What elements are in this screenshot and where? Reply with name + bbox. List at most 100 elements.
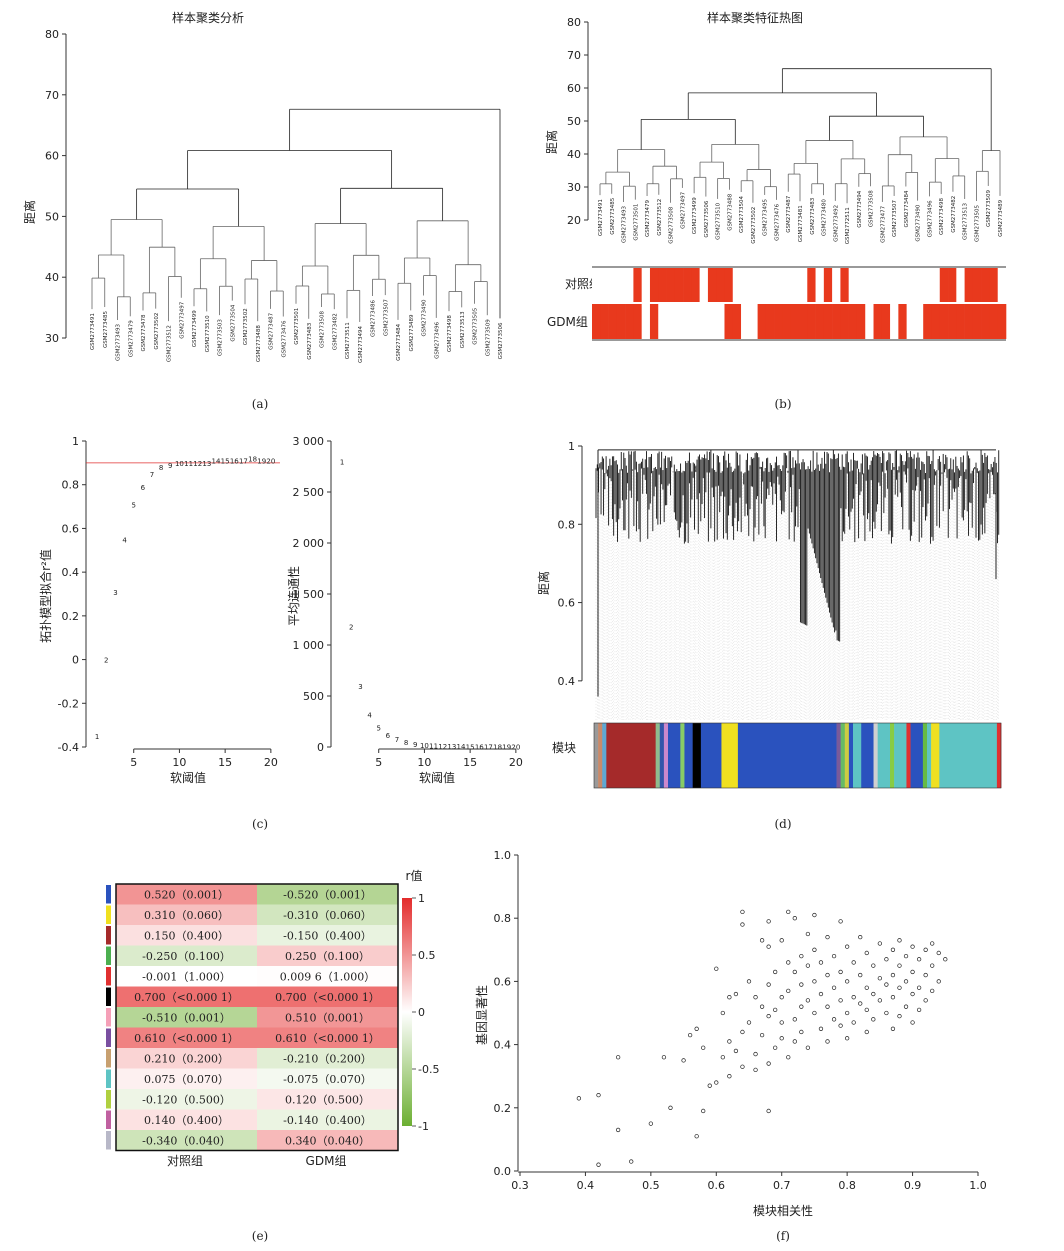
heat-cell-control	[741, 268, 750, 302]
scatter-point	[851, 960, 856, 965]
module-color-swatch	[106, 1028, 111, 1047]
x-tick-label: 0.9	[904, 1179, 922, 1192]
point-label: 19	[257, 458, 266, 466]
scatter-point	[733, 991, 739, 997]
point-label: 12	[193, 460, 202, 468]
heat-cell	[116, 904, 257, 925]
scatter-point	[838, 919, 843, 924]
heat-cell-gdm	[633, 304, 642, 339]
scatter-point	[596, 1162, 601, 1167]
heat-cell-control	[649, 268, 659, 302]
scatter-point	[877, 976, 883, 981]
heat-cell	[116, 1048, 257, 1069]
heat-cell	[257, 986, 398, 1007]
panel-e-heatmap: 0.520（0.001） -0.520（0.001） 0.310（0.060） -0.…	[106, 883, 399, 1152]
heat-cell-gdm	[881, 304, 891, 339]
leaf-label: GSM2773510	[205, 315, 211, 352]
heat-cell-control	[608, 268, 618, 302]
module-segment	[700, 723, 722, 788]
heat-cell	[257, 1027, 398, 1048]
scatter-point	[812, 947, 817, 952]
heat-cell-control	[914, 268, 924, 302]
heat-cell	[116, 1068, 257, 1089]
scatter-point	[858, 1001, 863, 1006]
leaf-label: GSM2773476	[281, 320, 287, 357]
scatter-point	[916, 985, 922, 990]
heat-cell-text: -0.001（1.000）	[142, 970, 231, 983]
scatter-point	[851, 995, 856, 1000]
leaf-label: GSM2773509	[986, 189, 992, 226]
heat-cell-gdm	[699, 304, 709, 339]
heat-cell-control	[592, 268, 601, 302]
scatter-point	[759, 1032, 765, 1038]
heat-cell-text: -0.340（0.040）	[142, 1134, 231, 1147]
scatter-point	[707, 1083, 712, 1088]
colorbar-tick-label: 0	[418, 1006, 425, 1019]
leaf-label: GSM2773502	[154, 313, 160, 350]
heat-cell-gdm	[774, 304, 783, 339]
scatter-point	[746, 979, 752, 984]
scatter-point	[864, 985, 869, 990]
point-label: 6	[386, 732, 391, 740]
panel-a-yaxis: 30 40 50 60 70 80	[45, 28, 67, 345]
scatter-point	[884, 1010, 889, 1016]
scatter-point	[740, 1029, 745, 1035]
panel-a-ylabel: 距离	[22, 200, 37, 224]
point-label: 20	[266, 458, 275, 466]
module-color-swatch	[106, 905, 111, 924]
scatter-point	[890, 1026, 896, 1031]
heat-cell-control	[856, 268, 866, 302]
scatter-point	[753, 995, 758, 1000]
scatter-point	[714, 966, 719, 971]
module-segment	[602, 723, 607, 788]
scatter-point	[903, 979, 909, 984]
heat-cell-text: 0.340（0.040）	[285, 1134, 370, 1147]
point-label: 1	[340, 458, 344, 466]
module-segment	[931, 723, 940, 788]
scatter-point	[773, 969, 778, 975]
panel-a-dendrogram	[91, 108, 501, 322]
module-segment	[906, 723, 911, 788]
scatter-point	[766, 944, 771, 949]
panel-d-gene-dendrogram	[595, 449, 1000, 720]
panel-b-dendrogram	[599, 68, 1001, 204]
heat-cell-control	[774, 268, 783, 302]
module-segment	[663, 723, 669, 788]
point-label: 9	[413, 741, 417, 749]
heat-cell-gdm	[616, 304, 626, 339]
scatter-point	[773, 1007, 778, 1012]
x-tick-label: 10	[172, 756, 186, 769]
heat-cell-gdm	[732, 304, 742, 339]
leaf-label: GSM2773497	[680, 191, 686, 228]
panel-e-col-gdm: GDM组	[306, 1154, 347, 1168]
point-label: 7	[395, 736, 399, 744]
point-label: 13	[447, 743, 456, 751]
scatter-point	[864, 1007, 869, 1012]
heat-cell-text: 0.520（0.001）	[144, 888, 229, 901]
scatter-point	[668, 1105, 673, 1110]
leaf-label: GSM2773508	[320, 311, 326, 348]
point-label: 20	[511, 744, 520, 752]
scatter-point	[943, 957, 948, 962]
panel-e-colorbar: 1 0.5 0 -0.5 -1	[402, 892, 439, 1133]
scatter-point	[877, 941, 883, 946]
heat-cell-gdm	[691, 304, 700, 339]
panel-d-ylabel: 距离	[536, 571, 551, 595]
leaf-label: GSM2773494	[358, 325, 364, 362]
heat-cell-control	[757, 268, 767, 302]
point-label: 14	[212, 458, 221, 466]
point-label: 5	[376, 725, 380, 733]
heat-cell-gdm	[923, 304, 932, 339]
scatter-point	[838, 969, 843, 975]
scatter-point	[871, 991, 876, 997]
heat-cell-control	[956, 268, 965, 302]
point-label: 19	[502, 744, 511, 752]
module-color-swatch	[106, 987, 111, 1006]
leaf-label: GSM2773503	[218, 319, 224, 356]
y-tick-label: 2 500	[293, 486, 325, 499]
module-segment	[894, 723, 907, 788]
panel-e: 0.520（0.001） -0.520（0.001） 0.310（0.060） -0.…	[106, 868, 439, 1243]
heat-cell-text: -0.510（0.001）	[142, 1011, 231, 1024]
panel-f-points	[576, 909, 948, 1167]
